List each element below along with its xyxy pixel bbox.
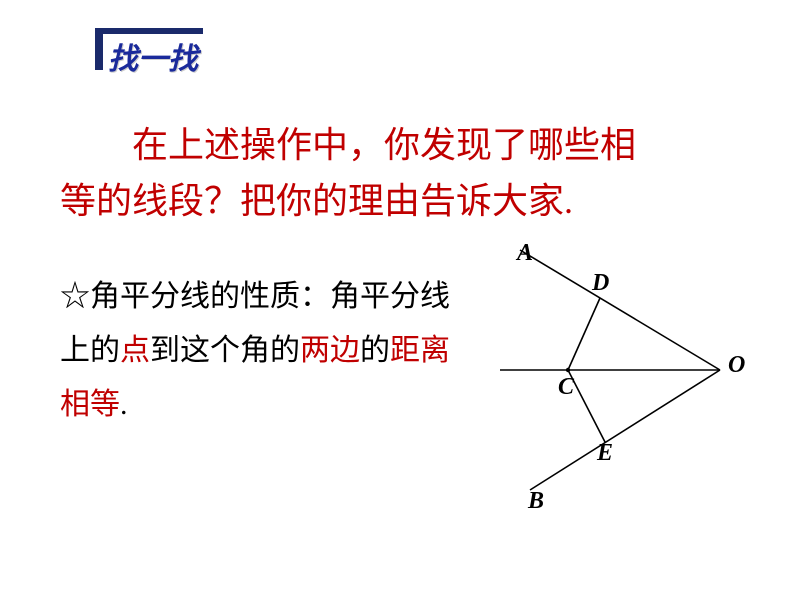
- question-text: 在上述操作中，你发现了哪些相 等的线段？把你的理由告诉大家.: [60, 118, 740, 230]
- diagram-label-E: E: [597, 440, 613, 467]
- property-term-point: 点: [120, 334, 150, 367]
- property-term-sides: 两边: [300, 334, 360, 367]
- question-line2: 等的线段？把你的理由告诉大家.: [60, 181, 573, 221]
- property-suffix: .: [120, 388, 128, 421]
- diagram-label-O: O: [728, 352, 745, 379]
- diagram-label-C: C: [558, 374, 574, 401]
- property-mid1: 到这个角的: [150, 334, 300, 367]
- header-title: 找一找: [108, 34, 198, 78]
- diagram-label-B: B: [528, 488, 544, 515]
- diagram-label-A: A: [517, 240, 533, 267]
- diagram-svg: [470, 240, 770, 540]
- property-mid2: 的: [360, 334, 390, 367]
- angle-bisector-diagram: A B O D E C: [470, 240, 770, 540]
- header-bar-vertical: [95, 28, 103, 70]
- property-text: ☆角平分线的性质：角平分线上的点到这个角的两边的距离相等.: [60, 270, 460, 432]
- diagram-label-D: D: [592, 270, 609, 297]
- question-line1: 在上述操作中，你发现了哪些相: [132, 125, 636, 165]
